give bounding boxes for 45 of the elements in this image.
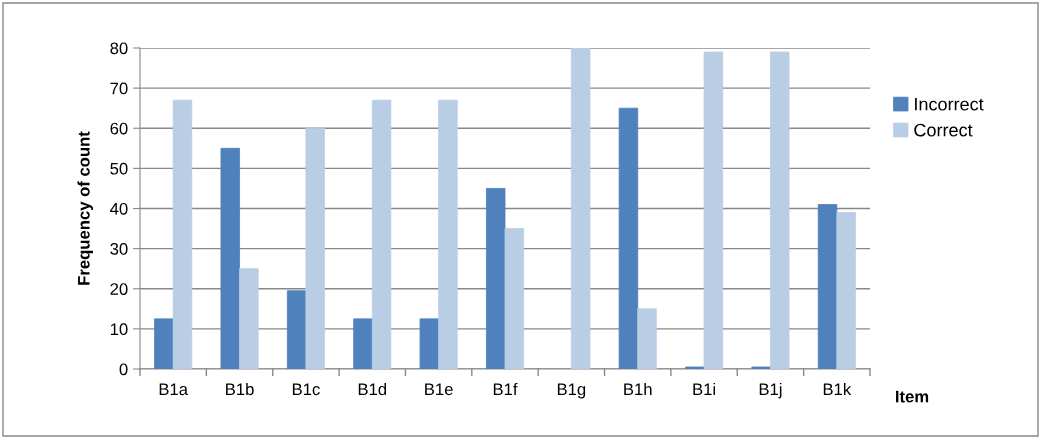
y-tick-label: 20 xyxy=(110,283,128,295)
y-tick-label: 70 xyxy=(110,82,128,95)
x-tick-label: B1e xyxy=(425,383,453,396)
bar xyxy=(817,204,838,369)
bar xyxy=(637,308,657,369)
x-tick-label: B1h xyxy=(624,382,652,395)
y-tick-label: 80 xyxy=(110,42,128,55)
x-tick-label: B1f xyxy=(493,382,518,395)
bar xyxy=(570,48,591,369)
bar xyxy=(438,99,458,369)
bar xyxy=(371,99,392,369)
bar xyxy=(305,127,325,369)
x-tick-label: B1j xyxy=(759,382,782,399)
bar xyxy=(703,51,724,369)
y-tick-label: 40 xyxy=(110,202,128,215)
bar xyxy=(836,212,856,369)
bar xyxy=(486,188,506,369)
bar xyxy=(353,318,373,369)
bar xyxy=(419,318,440,369)
y-tick-label: 60 xyxy=(110,122,128,135)
bar xyxy=(770,51,790,369)
legend-label: Correct xyxy=(914,123,973,137)
y-tick-label: 50 xyxy=(110,162,128,175)
x-tick-label: B1b xyxy=(226,382,254,396)
x-tick-label: B1g xyxy=(557,383,586,399)
bar xyxy=(239,268,259,369)
x-tick-label: B1a xyxy=(159,383,189,396)
x-tick-label: B1i xyxy=(693,382,716,395)
bar xyxy=(685,366,705,369)
x-tick-label: B1k xyxy=(823,382,852,395)
x-tick-label: B1d xyxy=(358,382,387,396)
bar xyxy=(504,228,524,369)
bar xyxy=(172,99,193,369)
bar xyxy=(751,366,771,369)
y-tick-label: 30 xyxy=(110,243,128,255)
y-tick-label: 10 xyxy=(110,323,128,336)
x-axis-title: Item xyxy=(895,390,929,403)
bar xyxy=(618,107,639,369)
bar xyxy=(154,318,174,369)
y-axis-title: Frequency of count xyxy=(77,131,93,285)
bar xyxy=(220,147,240,369)
x-tick-label: B1c xyxy=(292,383,320,396)
y-tick-label: 0 xyxy=(119,363,128,376)
bar xyxy=(286,290,307,369)
legend-label: Incorrect xyxy=(915,97,984,111)
